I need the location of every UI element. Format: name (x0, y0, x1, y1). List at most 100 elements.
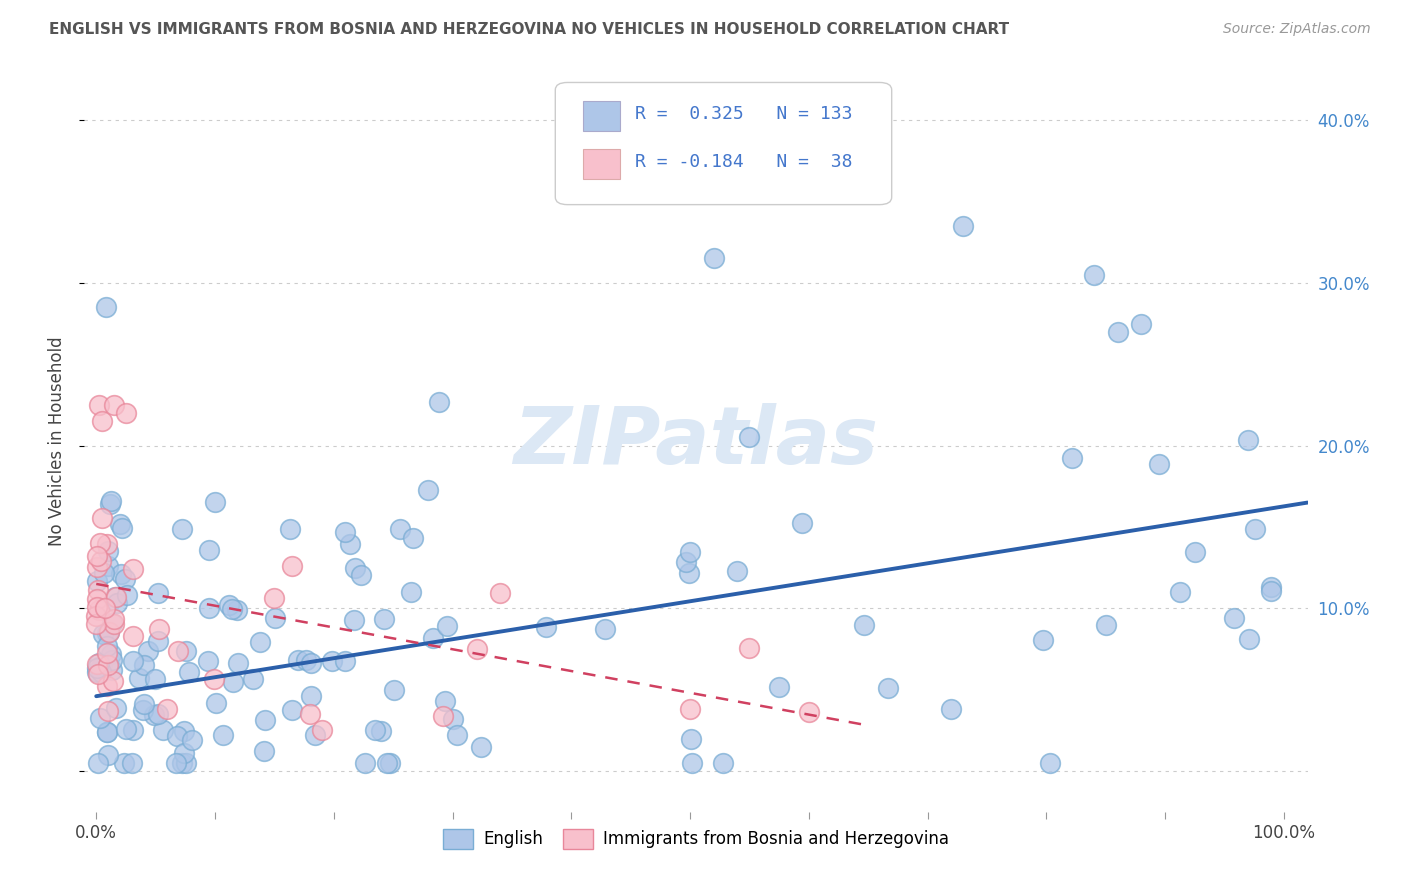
Point (89, 536, 111, 550)
Point (768, 681, 790, 695)
Point (343, 560, 366, 574)
Point (93, 566, 115, 580)
Point (441, 712, 464, 726)
Point (436, 619, 458, 633)
Point (172, 756, 194, 770)
Point (90, 665, 112, 680)
Point (197, 542, 219, 557)
Point (226, 603, 249, 617)
Point (432, 709, 454, 723)
Point (94, 301, 117, 315)
Point (681, 731, 703, 746)
Point (446, 728, 468, 742)
Point (91, 658, 114, 673)
Point (278, 522, 301, 536)
Point (177, 665, 200, 679)
Point (1244, 522, 1267, 536)
Point (1260, 580, 1282, 594)
Point (1237, 632, 1260, 646)
Point (1184, 545, 1206, 559)
Point (534, 620, 557, 634)
Point (87, 667, 110, 681)
Point (375, 756, 398, 770)
Point (89, 711, 111, 725)
Point (1260, 583, 1282, 598)
Point (97, 624, 120, 639)
Point (105, 590, 128, 604)
Point (134, 658, 156, 673)
Point (176, 756, 198, 770)
Point (143, 707, 166, 722)
Point (1083, 268, 1105, 282)
Point (86, 657, 108, 672)
Point (299, 689, 322, 703)
Text: R =  0.325   N = 133: R = 0.325 N = 133 (636, 105, 852, 123)
Point (114, 572, 136, 586)
Point (97, 559, 120, 574)
Point (204, 494, 226, 508)
Point (86, 560, 108, 574)
Point (112, 756, 135, 770)
Point (287, 653, 309, 667)
Point (422, 631, 444, 645)
Point (1237, 433, 1260, 447)
Point (111, 521, 134, 535)
Point (101, 616, 124, 631)
Point (96, 725, 118, 739)
Point (373, 612, 395, 626)
Point (152, 723, 174, 738)
Point (281, 704, 304, 718)
Point (104, 590, 127, 604)
Point (86, 661, 108, 675)
Point (738, 641, 761, 656)
Point (679, 545, 702, 559)
Point (263, 611, 285, 625)
Point (110, 567, 132, 582)
Point (87, 582, 110, 597)
Point (263, 591, 285, 605)
Point (132, 697, 155, 711)
Point (853, 617, 876, 632)
Point (952, 219, 974, 233)
Point (90, 554, 112, 568)
Point (86, 665, 108, 679)
Point (703, 252, 725, 266)
Point (1147, 457, 1170, 471)
Point (343, 613, 366, 627)
Point (91, 414, 114, 428)
FancyBboxPatch shape (555, 82, 891, 204)
Text: ZIPatlas: ZIPatlas (513, 402, 879, 481)
Point (87, 398, 110, 412)
Point (681, 756, 703, 770)
Point (86, 609, 108, 624)
Point (370, 723, 392, 738)
Point (790, 516, 813, 531)
Point (797, 706, 820, 720)
Point (212, 728, 235, 742)
Point (470, 739, 492, 754)
Point (434, 694, 457, 708)
Point (86, 617, 108, 632)
Point (90, 511, 112, 525)
Point (146, 586, 169, 600)
Point (97, 625, 120, 640)
Point (122, 654, 145, 668)
Point (298, 707, 321, 722)
Point (218, 599, 240, 613)
Point (91, 627, 114, 641)
Point (148, 634, 170, 648)
Point (197, 600, 219, 615)
Point (321, 654, 343, 668)
Text: R = -0.184   N =  38: R = -0.184 N = 38 (636, 153, 852, 171)
Point (339, 537, 361, 551)
Point (382, 683, 405, 698)
Point (122, 562, 145, 576)
Point (593, 622, 616, 636)
Point (311, 723, 333, 738)
Point (110, 517, 132, 532)
Point (97, 658, 120, 673)
Point (115, 406, 138, 420)
Point (242, 672, 264, 686)
Point (253, 744, 276, 758)
Point (1032, 632, 1054, 647)
